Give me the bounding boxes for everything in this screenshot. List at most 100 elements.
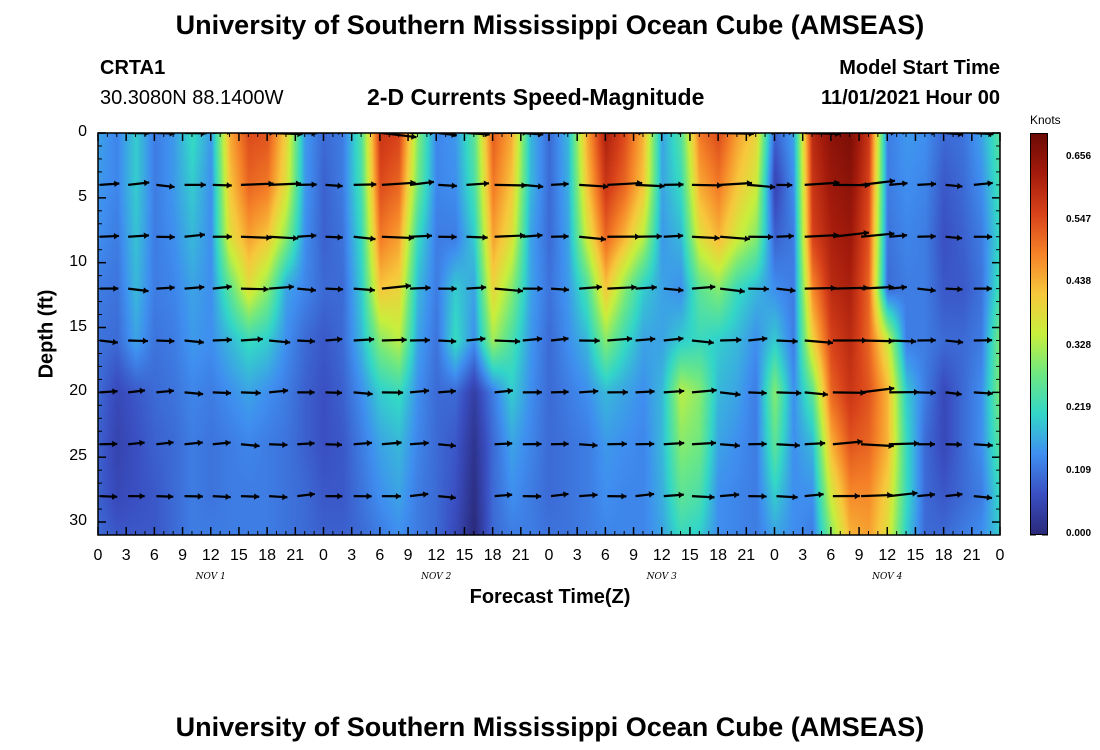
x-tick-label: 6 [375, 547, 385, 564]
current-vector [748, 440, 767, 448]
current-vector [522, 335, 543, 343]
current-vector [945, 441, 962, 448]
current-vector [663, 440, 685, 447]
x-tick-label: 21 [962, 547, 981, 564]
x-tick-label: 15 [455, 547, 474, 564]
current-vector [691, 387, 717, 394]
current-vector [240, 336, 263, 343]
x-axis-label: Forecast Time(Z) [469, 586, 631, 608]
speed-heatmap [98, 133, 1000, 535]
current-vector [776, 442, 800, 449]
current-vector [156, 233, 175, 241]
current-vector [748, 493, 767, 500]
current-vector [410, 337, 430, 344]
x-tick-label: 21 [737, 547, 756, 564]
current-vector [156, 337, 175, 345]
current-vector [607, 389, 628, 396]
current-vector [128, 492, 145, 500]
current-vector [635, 182, 665, 190]
current-vector [663, 491, 684, 499]
current-vector [297, 286, 317, 294]
x-tick-label: 0 [770, 547, 779, 564]
colorbar-label: 0.109 [1066, 465, 1092, 477]
current-vector [776, 337, 798, 345]
x-tick-label: 0 [544, 547, 554, 564]
current-vector [945, 234, 963, 242]
current-vector [550, 440, 569, 448]
x-tick-label: 0 [93, 547, 103, 564]
current-vector [691, 439, 717, 447]
current-vectors [99, 133, 994, 501]
current-vector [917, 337, 936, 344]
current-vector [128, 287, 149, 294]
current-vector [635, 491, 655, 498]
current-vector [776, 233, 794, 240]
current-vector [607, 440, 627, 448]
current-vector [579, 388, 599, 395]
y-tick-label: 25 [69, 447, 87, 465]
current-vector [297, 440, 315, 447]
current-vector [522, 389, 542, 396]
current-vector [663, 181, 684, 188]
current-vector [409, 387, 430, 395]
current-vector [494, 491, 513, 499]
current-vector [579, 441, 598, 449]
current-vector [579, 183, 609, 190]
y-tick-label: 15 [69, 317, 87, 335]
current-vector [325, 336, 343, 343]
current-vector [691, 283, 716, 291]
current-vector [804, 390, 829, 398]
current-vector [269, 441, 288, 448]
current-vector [691, 339, 714, 346]
colorbar-label: 0.000 [1066, 528, 1092, 539]
current-vector [99, 493, 118, 500]
current-vector [325, 441, 343, 448]
current-vector [832, 492, 860, 500]
current-vector [212, 336, 232, 344]
current-vector [99, 232, 120, 240]
x-tick-label: 18 [258, 547, 277, 564]
chart-title: University of Southern Mississippi Ocean… [175, 10, 925, 40]
current-vector [297, 181, 317, 188]
current-vector [945, 338, 964, 346]
model-start-time: 11/01/2021 Hour 00 [820, 87, 1000, 109]
x-tick-label: 6 [149, 547, 159, 564]
current-vector [550, 491, 569, 498]
current-vector [522, 285, 543, 292]
current-vector [156, 183, 175, 190]
current-vector [325, 182, 343, 189]
current-vector [945, 285, 963, 293]
colorbar [1030, 133, 1048, 535]
current-vector [889, 388, 920, 396]
current-vector [522, 232, 543, 239]
current-vector [438, 285, 457, 292]
current-vector [720, 336, 742, 344]
x-tick-label: 3 [121, 547, 131, 564]
current-vector [184, 493, 203, 500]
current-vector [269, 338, 291, 346]
current-vector [269, 493, 288, 501]
current-vector [212, 233, 232, 240]
current-vector [748, 233, 774, 241]
current-vector [522, 440, 542, 448]
current-vector [128, 337, 148, 345]
current-vector [663, 232, 684, 240]
x-tick-label: 18 [934, 547, 953, 564]
day-label: NOV 1 [195, 572, 226, 582]
current-vector [325, 389, 343, 396]
x-tick-label: 18 [709, 547, 728, 564]
current-vector [381, 492, 401, 500]
day-label: NOV 3 [646, 572, 677, 582]
current-vector [494, 232, 526, 239]
x-tick-label: 12 [427, 547, 446, 564]
current-vector [804, 440, 826, 447]
x-tick-label: 21 [286, 547, 305, 564]
current-vector [720, 442, 740, 449]
current-vector [832, 229, 870, 238]
current-vector [381, 389, 404, 396]
current-vector [156, 284, 175, 292]
current-vector [466, 180, 490, 187]
current-vector [297, 389, 315, 396]
current-vector [410, 232, 433, 240]
current-vector [579, 337, 600, 344]
